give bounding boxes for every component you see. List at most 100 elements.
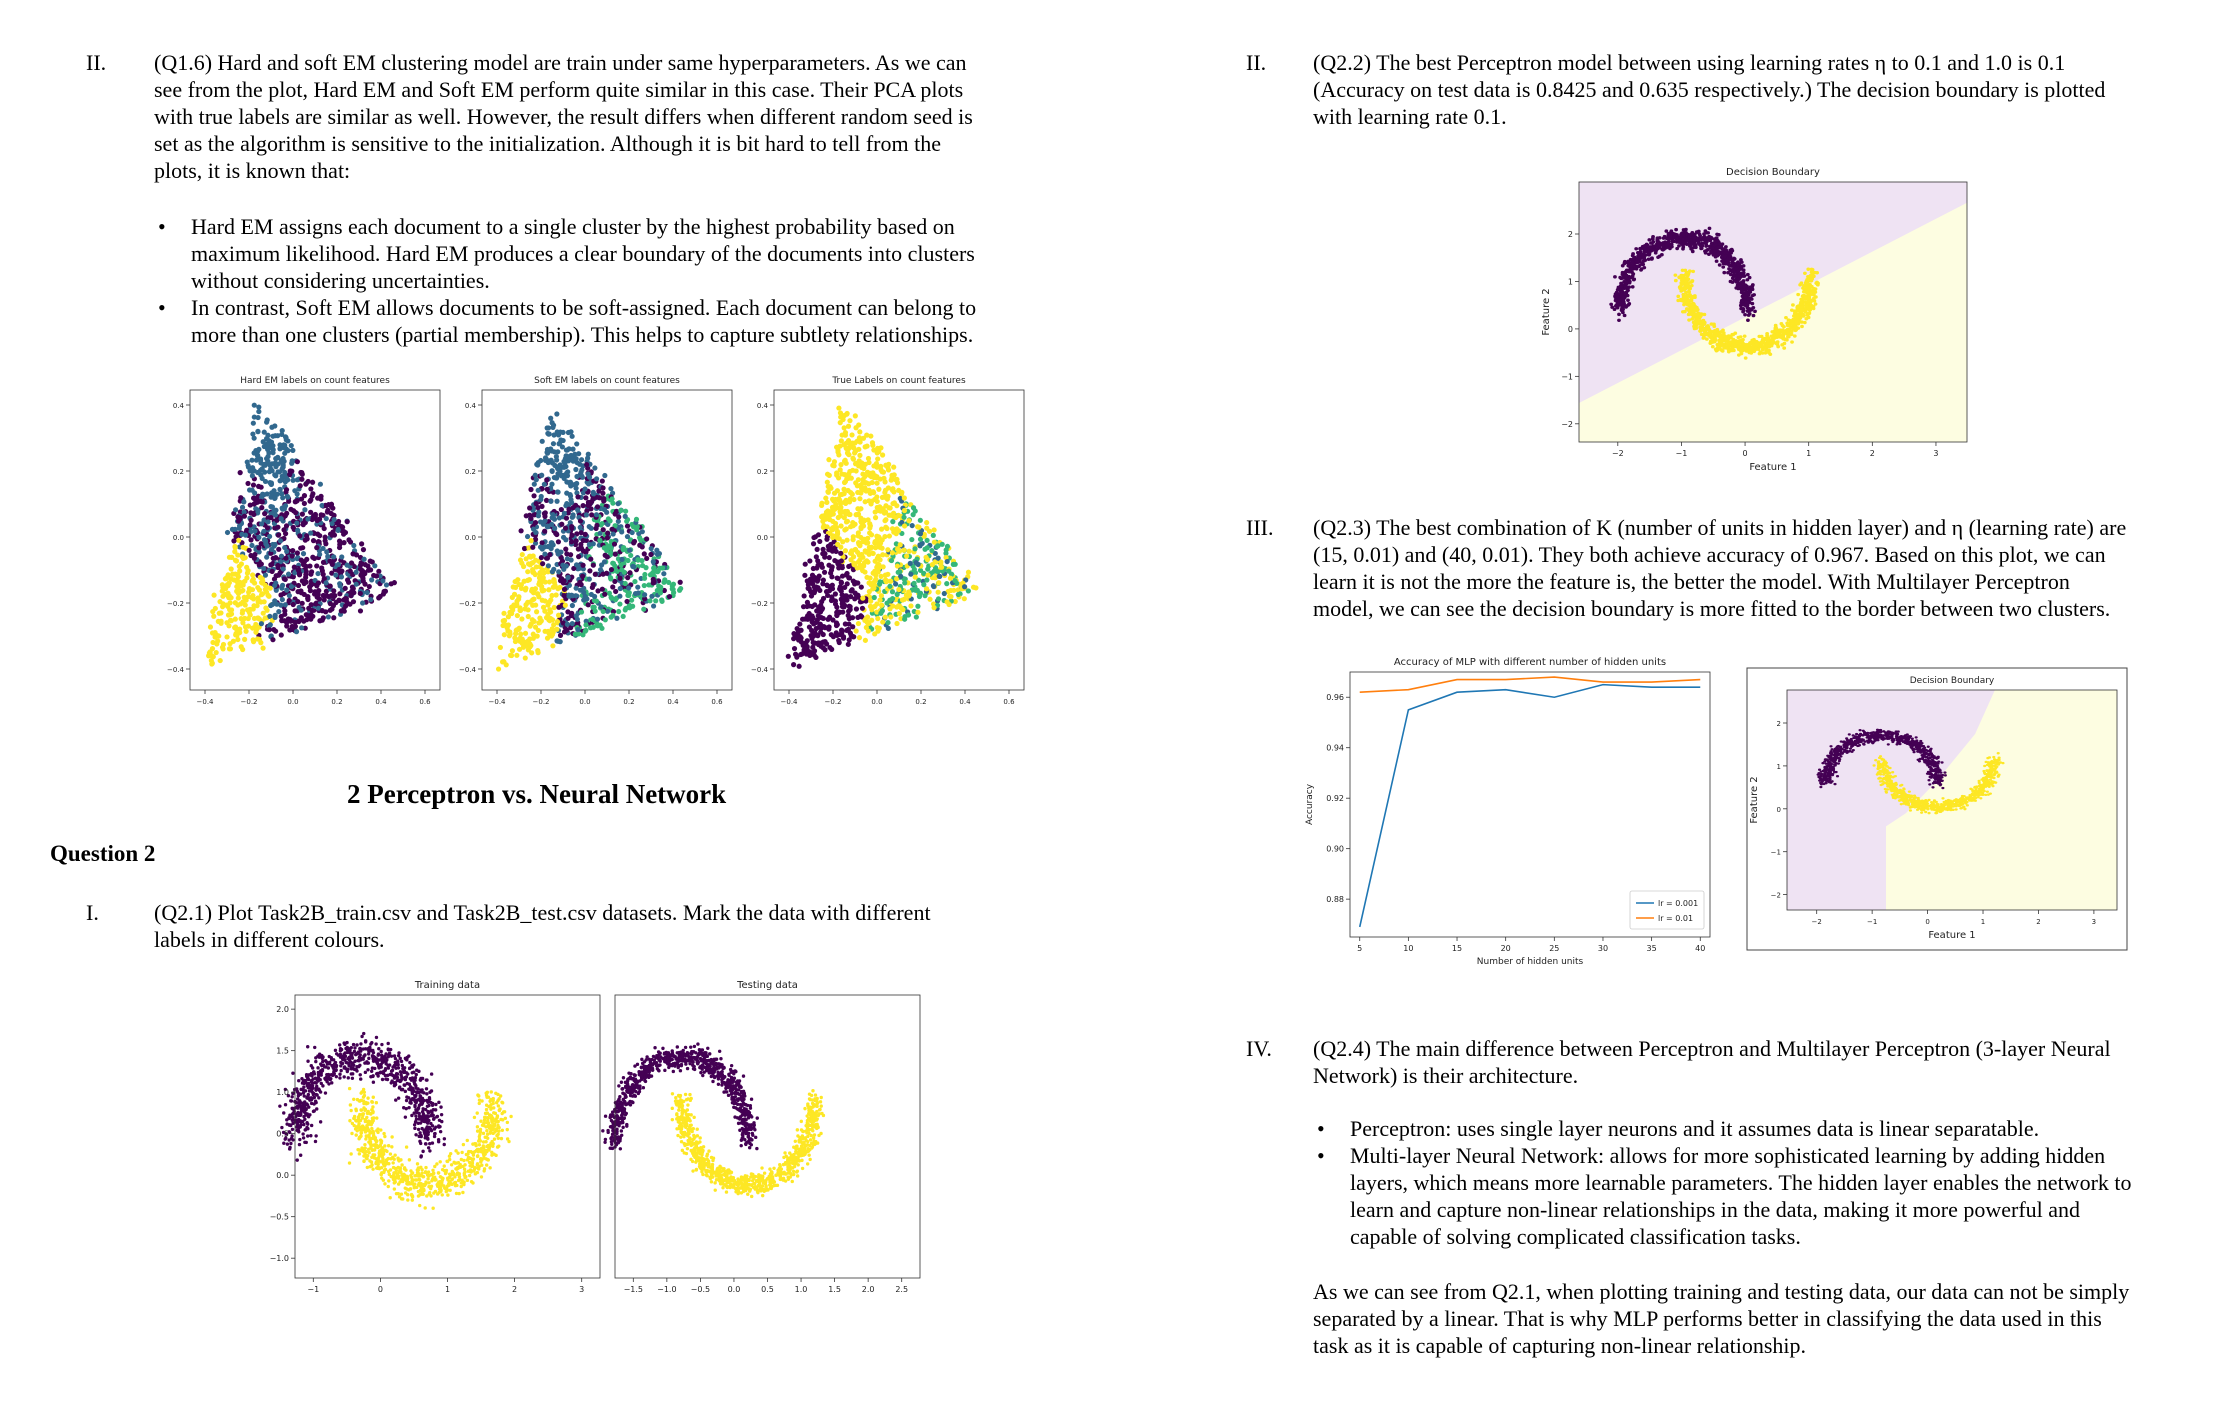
data-point (439, 1112, 444, 1117)
data-point (299, 1123, 303, 1127)
data-point (833, 501, 839, 507)
data-point (814, 578, 820, 584)
data-point (394, 1066, 398, 1070)
data-point (522, 643, 529, 649)
data-point (320, 1069, 325, 1073)
data-point (580, 548, 587, 554)
data-point (254, 453, 261, 459)
data-point (432, 1132, 437, 1136)
data-point (530, 597, 536, 603)
data-point (396, 1066, 401, 1070)
data-point (592, 608, 598, 614)
x-tick-label: 0.0 (287, 698, 298, 706)
data-point (250, 420, 256, 426)
data-point (905, 612, 912, 618)
data-point (547, 607, 553, 613)
data-point (567, 492, 573, 498)
data-point (458, 1162, 462, 1167)
data-point (422, 1119, 426, 1123)
data-point (298, 496, 305, 502)
data-point (573, 466, 579, 473)
data-point (213, 649, 219, 656)
data-point (486, 1121, 491, 1125)
data-point (832, 591, 838, 597)
data-point (616, 514, 622, 520)
data-point (353, 581, 359, 587)
data-point (534, 633, 540, 639)
data-point (426, 1146, 431, 1150)
data-point (325, 1062, 330, 1066)
data-point (282, 576, 288, 583)
data-point (282, 1111, 286, 1115)
data-point (564, 470, 570, 476)
data-point (531, 481, 537, 487)
data-point (299, 600, 305, 606)
data-point (554, 489, 561, 495)
data-point (553, 592, 559, 598)
data-point (885, 547, 891, 553)
data-point (414, 1086, 418, 1090)
data-point (251, 555, 257, 561)
data-point (901, 514, 907, 520)
data-point (637, 542, 643, 548)
data-point (549, 468, 555, 474)
data-point (386, 1055, 391, 1059)
data-point (481, 1140, 486, 1144)
data-point (846, 575, 853, 581)
data-point (305, 1120, 309, 1125)
data-point (578, 457, 585, 463)
data-point (374, 1160, 378, 1165)
data-point (252, 551, 258, 558)
data-point (924, 525, 930, 531)
data-point (351, 1072, 355, 1076)
data-point (312, 1070, 316, 1074)
data-point (335, 561, 342, 568)
data-point (366, 1096, 370, 1100)
data-point (379, 1172, 383, 1177)
data-point (465, 1158, 470, 1162)
data-point (371, 1074, 375, 1078)
data-point (246, 585, 253, 592)
data-point (547, 615, 554, 622)
data-point (884, 578, 890, 584)
data-point (862, 473, 868, 479)
data-point (414, 1114, 418, 1118)
chart-training-data: Training data−1 0 1 2 32.01.51.00.50.0−0.5−1… (270, 980, 601, 1294)
data-point (554, 626, 560, 632)
data-point (557, 632, 564, 638)
data-point (314, 545, 320, 551)
data-point (282, 602, 288, 608)
data-point (496, 1132, 500, 1136)
data-point (326, 583, 333, 589)
data-point (580, 562, 586, 568)
data-point (371, 1129, 375, 1134)
data-point (424, 1087, 429, 1091)
data-point (889, 589, 896, 595)
data-point (301, 493, 308, 499)
data-point (613, 588, 619, 595)
data-point (578, 609, 585, 615)
data-point (217, 599, 223, 605)
y-tick-label: 0.4 (465, 402, 477, 410)
data-point (380, 1077, 385, 1082)
data-point (425, 1129, 429, 1133)
data-point (791, 645, 798, 652)
data-point (396, 1191, 400, 1196)
data-point (797, 621, 803, 627)
data-point (291, 564, 297, 570)
data-point (328, 503, 335, 510)
data-point (824, 512, 831, 518)
data-point (813, 554, 819, 560)
data-point (857, 496, 863, 502)
data-point (836, 637, 842, 644)
data-point (306, 1115, 311, 1119)
data-point (534, 609, 540, 615)
data-point (293, 510, 299, 516)
data-point (539, 472, 545, 478)
data-point (608, 576, 614, 582)
data-point (562, 602, 568, 608)
data-point (426, 1170, 431, 1174)
data-point (917, 531, 924, 537)
data-point (324, 593, 330, 599)
data-point (304, 536, 310, 542)
